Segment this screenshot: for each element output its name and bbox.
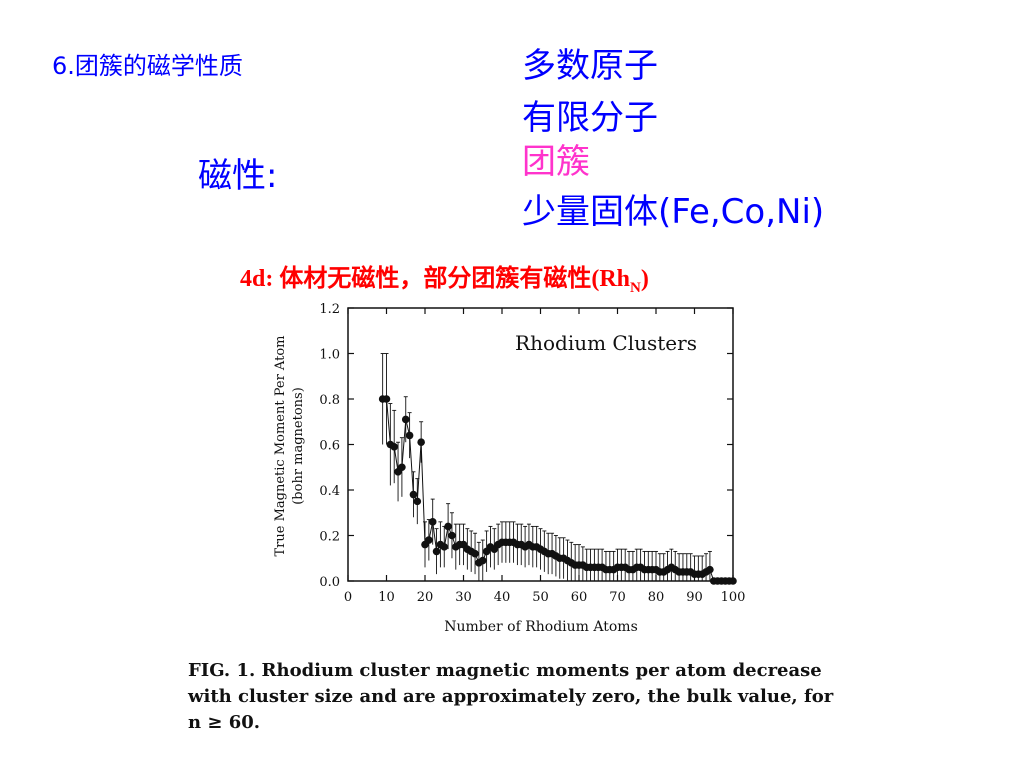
data-point — [432, 547, 441, 556]
data-point — [444, 522, 452, 531]
chart-title: Rhodium Clusters — [515, 331, 697, 355]
y-tick-label: 0.0 — [319, 575, 340, 590]
x-tick-label: 0 — [344, 590, 352, 605]
data-point — [409, 490, 418, 499]
data-point — [706, 565, 714, 574]
rhodium-note-subscript: N — [630, 279, 641, 296]
y-tick-label: 1.2 — [319, 302, 340, 317]
x-tick-label: 80 — [648, 590, 665, 605]
data-point — [405, 431, 414, 440]
category-item-solids: 少量固体(Fe,Co,Ni) — [522, 192, 825, 232]
data-point — [425, 536, 433, 544]
x-tick-label: 90 — [686, 590, 703, 605]
data-point — [382, 395, 391, 403]
category-item-clusters: 团簇 — [522, 142, 590, 182]
x-tick-label: 100 — [721, 590, 746, 605]
y-tick-label: 0.2 — [319, 530, 340, 545]
error-bars — [380, 353, 712, 581]
data-point — [471, 549, 479, 558]
data-point — [417, 438, 425, 447]
data-point — [413, 497, 422, 506]
section-title: 6.团簇的磁学性质 — [52, 52, 243, 80]
y-tick-label: 0.8 — [319, 393, 340, 408]
x-tick-label: 40 — [494, 590, 511, 605]
x-tick-label: 30 — [455, 590, 472, 605]
x-axis-label: Number of Rhodium Atoms — [444, 619, 638, 635]
y-axis-label-unit: (bohr magnetons) — [291, 387, 306, 505]
rhodium-note: 4d: 体材无磁性，部分团簇有磁性(RhN) — [240, 258, 649, 297]
data-point — [401, 415, 410, 424]
data-point — [448, 531, 456, 540]
data-point — [478, 556, 487, 565]
magnetism-label: 磁性: — [198, 156, 278, 196]
data-points — [378, 395, 737, 585]
x-tick-label: 70 — [609, 590, 626, 605]
data-point — [398, 463, 406, 472]
data-point — [390, 442, 399, 451]
data-point — [729, 577, 737, 585]
data-point — [428, 518, 437, 526]
rhodium-note-text: 4d: 体材无磁性，部分团簇有磁性(Rh — [240, 266, 631, 292]
x-tick-label: 10 — [378, 590, 395, 605]
y-tick-label: 1.0 — [319, 348, 340, 363]
y-tick-label: 0.6 — [319, 439, 340, 454]
y-tick-label: 0.4 — [319, 484, 340, 499]
axis-ticks: 0 10 20 30 40 50 60 70 80 90 100 0.0 0.2 0.4 0.6 0.8 1.0… — [319, 302, 745, 605]
data-point — [440, 543, 449, 551]
rhodium-note-suffix: ) — [640, 266, 649, 292]
x-tick-label: 20 — [417, 590, 434, 605]
category-item-atoms: 多数原子 — [522, 46, 658, 86]
x-tick-label: 60 — [571, 590, 588, 605]
y-axis-label: True Magnetic Moment Per Atom — [273, 336, 288, 557]
category-item-molecules: 有限分子 — [522, 98, 658, 138]
figure-caption: FIG. 1. Rhodium cluster magnetic moments… — [188, 660, 834, 733]
x-tick-label: 50 — [532, 590, 549, 605]
